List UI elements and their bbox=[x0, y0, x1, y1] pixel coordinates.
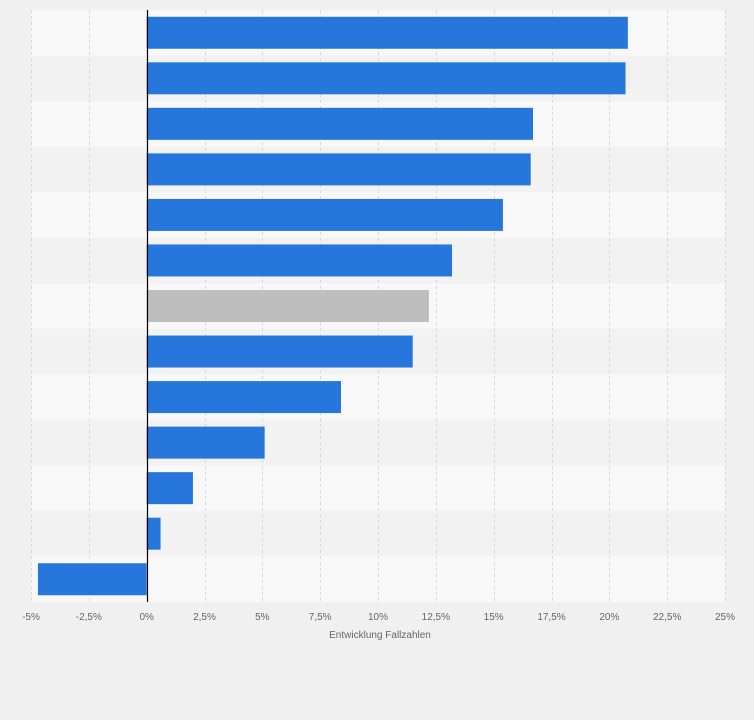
x-axis-title: Entwicklung Fallzahlen bbox=[329, 630, 431, 641]
x-tick-label: -2,5% bbox=[76, 612, 102, 623]
x-tick-label: 22,5% bbox=[653, 612, 681, 623]
bar bbox=[146, 381, 341, 414]
x-tick-label: 17,5% bbox=[537, 612, 565, 623]
bar bbox=[146, 107, 533, 140]
x-tick-label: -5% bbox=[22, 612, 40, 623]
bar bbox=[37, 563, 147, 596]
bar bbox=[146, 16, 628, 49]
bar bbox=[146, 244, 453, 277]
x-tick-label: 10% bbox=[368, 612, 388, 623]
bar bbox=[146, 62, 626, 95]
x-tick-label: 5% bbox=[255, 612, 270, 623]
x-tick-label: 20% bbox=[599, 612, 619, 623]
x-tick-label: 2,5% bbox=[193, 612, 216, 623]
bar bbox=[146, 472, 193, 505]
bar bbox=[146, 153, 531, 186]
bar bbox=[146, 517, 161, 550]
bar bbox=[146, 426, 265, 459]
x-tick-label: 0% bbox=[139, 612, 154, 623]
x-tick-label: 15% bbox=[484, 612, 504, 623]
bar bbox=[146, 198, 503, 231]
plot-area: -5% -2,5% 0% 2,5% 5% 7,5% 10% 12,5% 15% 17,5% 20% 2… bbox=[22, 10, 735, 623]
bar bbox=[146, 335, 413, 368]
x-tick-label: 7,5% bbox=[309, 612, 332, 623]
bar-highlighted bbox=[146, 290, 429, 322]
x-tick-label: 12,5% bbox=[422, 612, 450, 623]
x-tick-label: 25% bbox=[715, 612, 735, 623]
